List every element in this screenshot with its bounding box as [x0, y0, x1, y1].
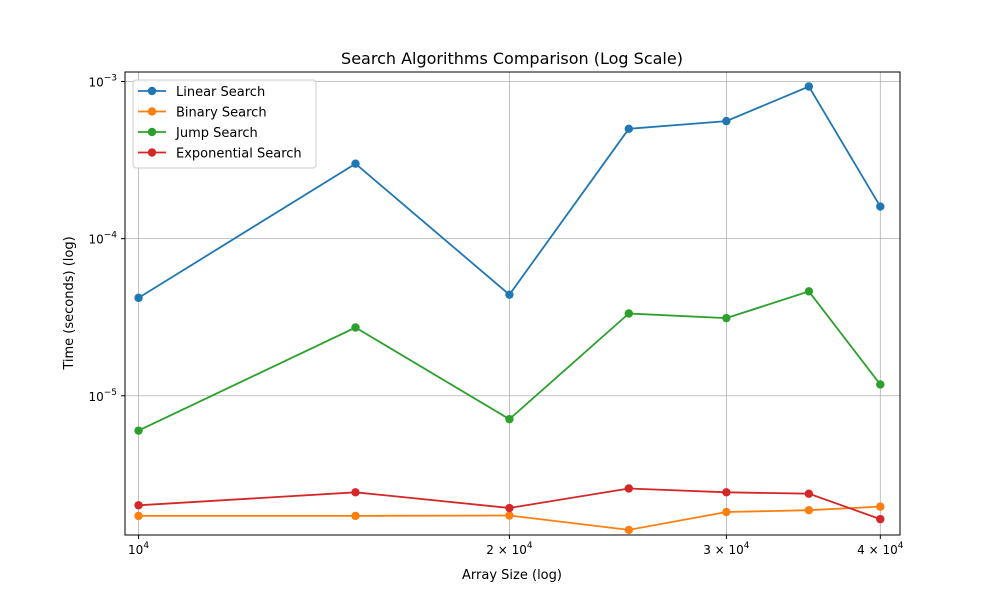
data-point-binary-search: [624, 525, 634, 535]
data-point-binary-search: [505, 511, 514, 520]
legend-marker: [147, 107, 157, 116]
data-point-exponential-search: [876, 514, 885, 524]
y-tick-label: 10−4: [88, 231, 117, 247]
x-tick-label: 2 × 104: [486, 541, 533, 557]
y-tick-label: 10−5: [88, 388, 117, 404]
legend-label: Jump Search: [175, 126, 258, 141]
x-tick-exponent: 4: [744, 541, 750, 551]
data-point-binary-search: [876, 502, 885, 511]
x-axis: 104 2 × 104 3 × 104 4 × 104: [128, 535, 904, 557]
plot-frame: [124, 71, 901, 536]
x-tick-base: 10: [729, 543, 744, 557]
x-tick-exponent: 4: [527, 541, 533, 551]
x-tick-mantissa: 3 ×: [703, 543, 728, 557]
legend-box: [132, 79, 317, 169]
series-linear-search: [134, 82, 885, 303]
data-point-linear-search: [876, 202, 885, 211]
data-point-jump-search: [505, 414, 514, 424]
x-tick-base: 10: [128, 543, 143, 557]
series-layer: [134, 82, 885, 535]
chart-title: Search Algorithms Comparison (Log Scale): [341, 49, 683, 68]
data-point-linear-search: [804, 82, 814, 91]
legend-marker: [147, 127, 157, 137]
legend-item-linear-search: Linear Search: [138, 85, 265, 100]
data-point-exponential-search: [351, 488, 360, 497]
data-point-linear-search: [624, 124, 634, 134]
y-tick-base: 10: [88, 76, 103, 90]
data-point-jump-search: [351, 323, 360, 332]
y-tick-exponent: −3: [104, 74, 117, 84]
x-tick-exponent: 4: [898, 541, 904, 551]
x-tick-mantissa: 2 ×: [486, 543, 511, 557]
series-exponential-search: [134, 484, 885, 524]
data-point-exponential-search: [804, 489, 814, 498]
y-tick-label: 10−3: [88, 74, 117, 90]
x-tick-base: 10: [512, 543, 527, 557]
data-point-linear-search: [505, 290, 514, 299]
x-tick-label: 4 × 104: [857, 541, 904, 557]
data-point-binary-search: [722, 507, 731, 517]
y-tick-exponent: −5: [104, 388, 117, 398]
x-tick-label: 3 × 104: [703, 541, 750, 557]
data-point-binary-search: [134, 511, 143, 521]
data-point-exponential-search: [624, 484, 634, 493]
x-tick-base: 10: [882, 543, 897, 557]
y-tick-exponent: −4: [104, 231, 118, 241]
legend-label: Linear Search: [176, 85, 265, 100]
x-tick-label: 104: [128, 541, 149, 557]
data-point-exponential-search: [134, 501, 143, 510]
legend-item-jump-search: Jump Search: [138, 126, 258, 141]
legend: Linear Search Binary Search Jump Search Exp…: [132, 79, 317, 169]
legend-label: Binary Search: [176, 106, 267, 121]
data-point-linear-search: [351, 159, 360, 168]
data-point-jump-search: [134, 426, 143, 435]
series-binary-search: [134, 502, 885, 535]
x-axis-label: Array Size (log): [462, 568, 562, 583]
data-point-binary-search: [351, 511, 360, 521]
legend-marker: [147, 86, 157, 96]
data-point-linear-search: [722, 116, 731, 126]
x-tick-exponent: 4: [143, 541, 149, 551]
x-tick-mantissa: 4 ×: [857, 543, 882, 557]
data-point-jump-search: [804, 287, 814, 296]
y-tick-base: 10: [88, 390, 103, 404]
data-point-jump-search: [722, 313, 731, 323]
legend-label: Exponential Search: [176, 147, 302, 162]
y-axis-label: Time (seconds) (log): [62, 236, 77, 370]
legend-item-exponential-search: Exponential Search: [138, 147, 302, 162]
data-point-linear-search: [134, 293, 143, 303]
legend-item-binary-search: Binary Search: [138, 106, 267, 121]
y-tick-base: 10: [88, 233, 103, 247]
legend-marker: [147, 148, 157, 157]
y-axis: 10−510−410−3: [88, 74, 125, 404]
data-point-exponential-search: [505, 503, 514, 513]
series-jump-search: [134, 287, 885, 435]
data-point-jump-search: [624, 309, 634, 318]
data-point-jump-search: [876, 380, 885, 389]
data-point-binary-search: [804, 505, 814, 515]
data-point-exponential-search: [722, 488, 731, 497]
